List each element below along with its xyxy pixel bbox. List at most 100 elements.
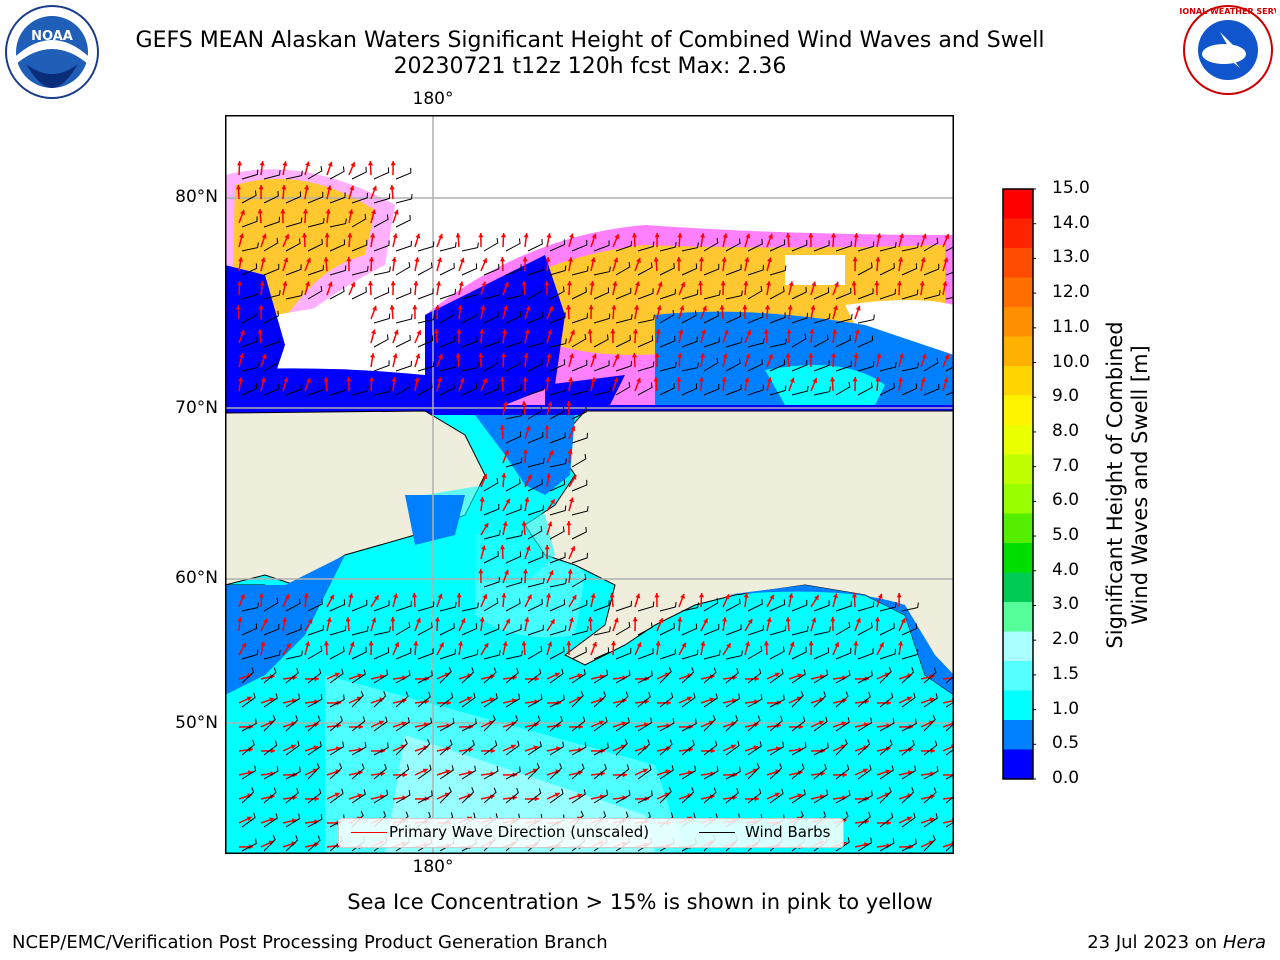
wind-barb <box>571 286 587 300</box>
map-svg <box>225 115 954 854</box>
wind-barb <box>615 647 632 660</box>
wind-barb <box>439 622 455 636</box>
wind-barb <box>769 385 787 396</box>
wind-barb <box>615 360 632 372</box>
wind-barb <box>571 406 587 420</box>
wind-barb <box>659 692 674 708</box>
wind-barb <box>285 715 299 732</box>
wind-barb <box>395 194 413 204</box>
wind-barb <box>241 718 257 732</box>
wind-barb <box>923 813 938 828</box>
wind-barb <box>637 314 655 324</box>
wind-barb <box>835 600 852 612</box>
wind-barb <box>505 551 522 564</box>
wind-barb <box>549 406 565 420</box>
wind-barb <box>747 285 763 300</box>
wind-barb <box>857 382 873 396</box>
wind-barb <box>527 741 542 756</box>
wind-barb <box>395 261 411 276</box>
wind-barb <box>461 765 477 780</box>
wind-barb <box>901 838 917 852</box>
wind-barb <box>835 381 851 396</box>
wind-barb <box>615 691 629 708</box>
wind-barb <box>747 762 760 780</box>
wind-barb <box>417 288 434 300</box>
wind-barb <box>879 666 892 684</box>
wind-barb <box>461 667 475 684</box>
wind-barb <box>879 262 895 276</box>
wind-barb <box>549 668 564 684</box>
wind-barb <box>307 218 325 228</box>
wind-barb <box>703 650 721 660</box>
wind-barb <box>483 477 499 492</box>
wind-barb <box>571 359 588 372</box>
wind-barb <box>483 667 497 684</box>
wind-barb <box>945 795 954 804</box>
wind-barb <box>241 310 257 324</box>
wind-barb <box>527 504 544 516</box>
wind-barb <box>285 191 302 204</box>
wind-barb <box>505 337 523 348</box>
wind-barb <box>637 382 653 396</box>
wind-barb <box>549 432 566 444</box>
wind-barb <box>307 238 323 252</box>
wind-barb <box>285 264 302 276</box>
wind-barb <box>439 335 456 348</box>
wind-barb <box>791 716 806 732</box>
wind-barb <box>329 646 345 660</box>
wind-barb <box>351 599 368 612</box>
wind-barb <box>923 834 936 852</box>
wind-barb <box>791 763 805 780</box>
wind-barb <box>373 763 387 780</box>
wind-barb <box>329 788 344 804</box>
wind-barb <box>571 716 586 732</box>
wind-barb <box>945 366 954 372</box>
colorbar-tick-label: 12.0 <box>1052 282 1090 303</box>
wind-barb <box>637 601 655 612</box>
wind-barb <box>417 739 431 756</box>
wind-barb <box>483 740 498 756</box>
wind-barb <box>725 358 741 372</box>
wind-barb <box>879 838 895 852</box>
wind-barb <box>329 385 347 396</box>
wind-barb <box>923 290 941 300</box>
wind-barb <box>725 766 741 780</box>
wind-barb <box>945 391 954 396</box>
wind-barb <box>813 240 830 252</box>
wind-barb <box>945 701 954 708</box>
wind-barb <box>527 264 544 276</box>
wind-barb <box>835 837 850 852</box>
wind-barb <box>439 739 453 756</box>
wind-barb <box>615 621 631 636</box>
wind-barb <box>285 384 302 396</box>
colorbar-tick-label: 9.0 <box>1052 386 1080 407</box>
wind-barb <box>593 763 607 780</box>
wind-barb <box>263 237 279 252</box>
wind-barb <box>527 238 543 252</box>
wind-barb <box>461 649 479 660</box>
wind-barb <box>285 598 301 612</box>
wind-barb <box>725 624 742 636</box>
wave-direction-arrow <box>942 676 954 680</box>
wind-barb <box>439 288 456 300</box>
wind-barb <box>241 263 258 276</box>
wind-barb <box>769 286 785 300</box>
wind-barb <box>307 598 323 612</box>
wind-barb <box>681 667 695 684</box>
wind-barb <box>615 600 632 612</box>
wind-barb <box>439 718 455 732</box>
wind-barb <box>857 717 873 732</box>
wind-barb <box>637 764 652 780</box>
wind-barb <box>505 715 519 732</box>
wind-barb <box>461 692 476 708</box>
wind-barb <box>637 739 651 756</box>
wind-barb <box>439 362 457 372</box>
wind-barb <box>725 715 739 732</box>
wind-barb <box>901 667 915 684</box>
wind-barb <box>747 384 764 396</box>
wind-barb <box>571 312 588 324</box>
wind-barb <box>549 265 567 276</box>
wind-barb <box>791 789 806 804</box>
colorbar-segment <box>1003 572 1033 603</box>
wind-barb <box>835 240 852 252</box>
